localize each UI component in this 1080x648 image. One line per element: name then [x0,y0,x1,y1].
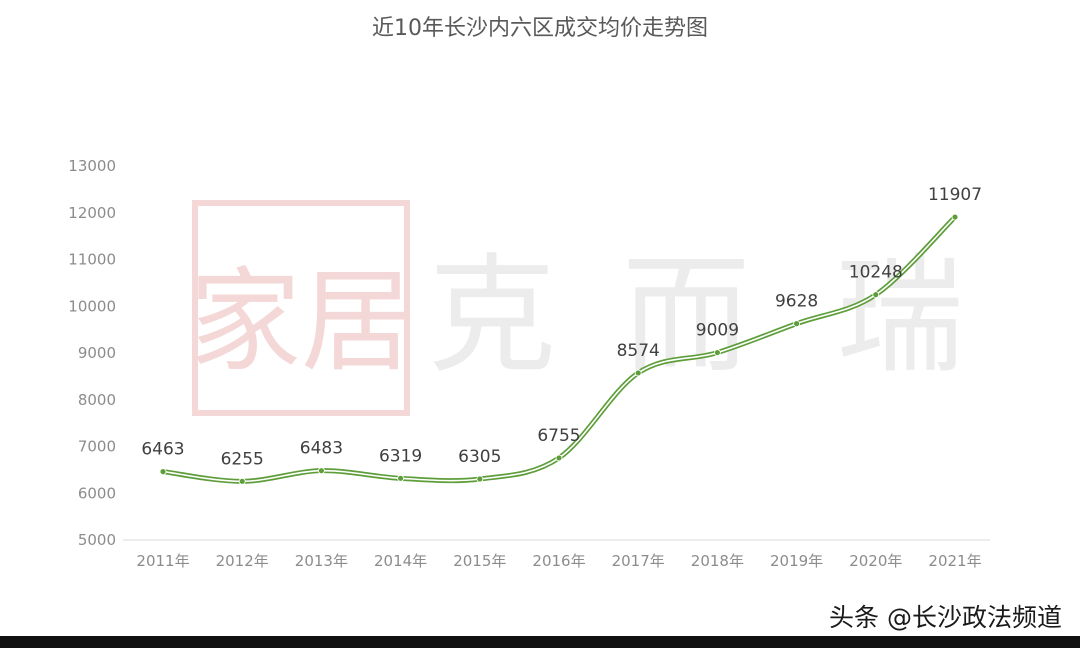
data-label: 6463 [141,440,184,460]
data-label: 8574 [617,341,660,361]
y-tick-label: 8000 [78,391,116,409]
data-point [793,320,800,328]
x-tick-label: 2013年 [295,552,348,570]
data-point [397,474,405,482]
data-point [159,468,167,476]
x-tick-label: 2017年 [612,552,665,570]
y-tick-label: 6000 [78,484,116,502]
watermark-logo: 家居 克而瑞 [189,200,964,416]
watermark-seal-text: 家居 [189,257,413,387]
y-tick-label: 10000 [68,297,116,315]
x-tick-label: 2019年 [770,552,823,570]
x-tick-label: 2012年 [216,552,269,570]
chart-title: 近10年长沙内六区成交均价走势图 [372,16,708,41]
watermark-char: 瑞 [836,242,964,391]
data-label: 9009 [696,321,739,341]
data-point [238,477,246,485]
data-label: 10248 [849,263,903,283]
x-tick-label: 2021年 [928,552,981,570]
y-tick-label: 11000 [68,251,116,269]
data-point [634,369,642,377]
y-tick-label: 9000 [78,344,116,362]
x-tick-label: 2011年 [136,552,189,570]
data-label: 9628 [775,292,818,312]
x-tick-label: 2016年 [532,552,585,570]
data-label: 11907 [928,185,982,205]
data-point [872,291,880,299]
data-point [714,349,721,356]
y-tick-label: 7000 [78,438,116,456]
x-tick-label: 2018年 [691,552,744,570]
source-credit: 头条 @长沙政法频道 [829,603,1062,632]
data-point [555,454,563,462]
data-label: 6483 [300,439,343,459]
x-tick-label: 2014年 [374,552,427,570]
watermark-seal [192,200,410,416]
watermark-char: 而 [622,242,750,391]
x-tick-label: 2020年 [849,552,902,570]
data-point [317,467,325,475]
watermark-char: 克 [428,242,556,391]
data-label: 6755 [537,426,580,446]
data-label: 6305 [458,447,501,467]
data-point [476,475,484,483]
series-line-core [162,216,956,483]
data-point [951,213,959,221]
x-tick-label: 2015年 [453,552,506,570]
y-tick-label: 5000 [78,531,116,549]
data-label: 6319 [379,446,422,466]
y-tick-label: 13000 [68,157,116,175]
y-tick-label: 12000 [68,204,116,222]
data-label: 6255 [221,449,264,469]
bottom-bar [0,636,1080,648]
